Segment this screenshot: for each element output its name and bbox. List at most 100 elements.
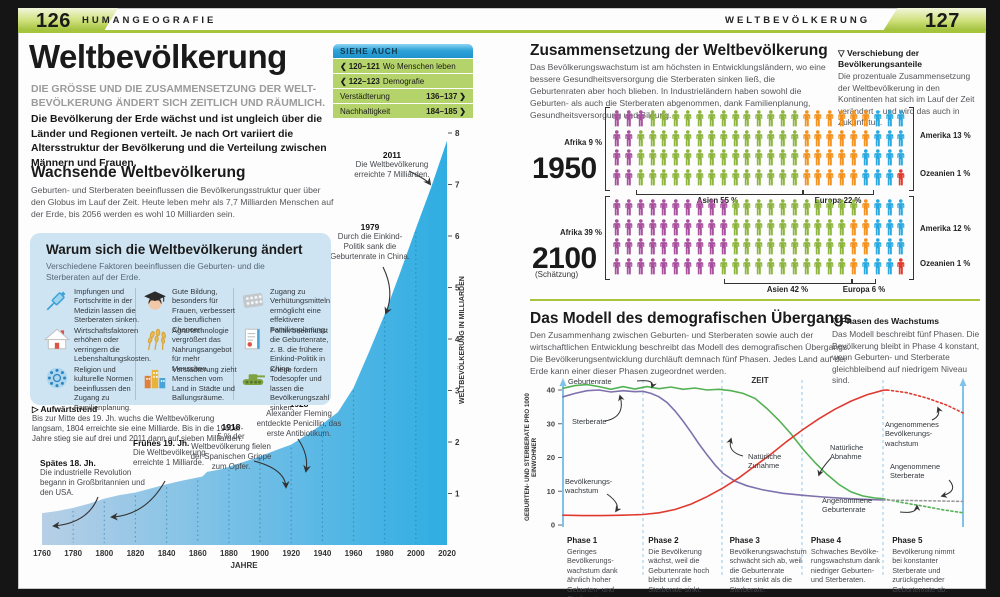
- why-factor-text: Kriege fordern Todesopfer und lassen die…: [270, 365, 330, 412]
- svg-text:7: 7: [455, 180, 460, 189]
- triangle-down-marker-icon: ▽: [832, 316, 839, 326]
- person-icon-asien: [742, 110, 752, 127]
- person-icon-afrika: [683, 199, 693, 216]
- person-icon-europa: [849, 149, 859, 166]
- war-icon: [240, 365, 266, 391]
- label-sterberate: Sterberate: [572, 417, 607, 426]
- person-icon-asien: [707, 149, 717, 166]
- svg-text:8: 8: [455, 129, 460, 138]
- person-icon-europa: [813, 129, 823, 147]
- why-factor-item: Politik beeinflusst die Geburtenrate, z.…: [240, 326, 336, 373]
- person-icon-afrika: [659, 218, 669, 236]
- person-icon-asien: [766, 129, 776, 147]
- person-icon-afrika: [683, 258, 693, 275]
- person-icon-asien: [695, 129, 705, 147]
- person-icon-asien: [719, 129, 729, 147]
- person-icon-europa: [813, 169, 823, 186]
- person-icon-afrika: [719, 238, 729, 255]
- person-icon-amerika: [861, 169, 871, 186]
- urbanization-icon: [142, 365, 168, 391]
- person-icon-europa: [861, 129, 871, 147]
- person-icon-asien: [636, 149, 646, 166]
- person-icon-afrika: [695, 199, 705, 216]
- annotation-uptrend-body: Bis zur Mitte des 19. Jh. wuchs die Welt…: [32, 414, 244, 444]
- person-icon-europa: [825, 110, 835, 127]
- person-icon-afrika: [659, 199, 669, 216]
- person-icon-amerika: [873, 149, 883, 166]
- person-icon-asien: [754, 218, 764, 236]
- person-icon-asien: [742, 218, 752, 236]
- person-icon-asien: [802, 238, 812, 255]
- page-number-tab-left: [18, 8, 118, 31]
- annotation-early-19th: Frühes 19. Jh. Die Weltbevölkerung errei…: [133, 438, 206, 468]
- person-icon-amerika: [896, 218, 906, 236]
- person-icon-afrika: [659, 258, 669, 275]
- person-icon-afrika: [624, 199, 634, 216]
- label-amerika-2100: Amerika 12 %: [920, 224, 971, 233]
- why-factor-item: Religion und kulturelle Normen beeinflus…: [44, 365, 140, 412]
- person-icon-afrika: [612, 149, 622, 166]
- why-factor-text: Impfungen und Fortschritte in der Medizi…: [74, 287, 140, 325]
- person-icon-asien: [778, 149, 788, 166]
- person-icon-europa: [837, 129, 847, 147]
- section-rule: [530, 299, 980, 301]
- phase-body: Bevölkerungswachstum schwächt sich ab, w…: [729, 547, 807, 594]
- annotation-1979: 1979 Durch die Einkind-Politik sank die …: [330, 222, 410, 262]
- person-icon-afrika: [624, 110, 634, 127]
- why-factor-text: Verstädterung zieht Menschen vom Land in…: [172, 365, 237, 403]
- person-icon-asien: [790, 218, 800, 236]
- bracket: [605, 107, 610, 191]
- person-icon-europa: [813, 149, 823, 166]
- svg-text:1980: 1980: [376, 549, 394, 558]
- person-icon-asien: [813, 258, 823, 275]
- person-icon-amerika: [896, 129, 906, 147]
- person-icon-asien: [695, 110, 705, 127]
- person-icon-asien: [648, 129, 658, 147]
- person-icon-asien: [731, 218, 741, 236]
- label-angenommene-geburtenrate: Angenommene Geburtenrate: [822, 496, 873, 515]
- person-icon-asien: [802, 218, 812, 236]
- person-icon-asien: [683, 110, 693, 127]
- person-icon-afrika: [612, 199, 622, 216]
- person-icon-amerika: [873, 238, 883, 255]
- label-europa-2100: Europa 6 %: [842, 285, 886, 294]
- person-icon-asien: [778, 218, 788, 236]
- person-icon-asien: [766, 218, 776, 236]
- why-box-divider: [233, 288, 234, 400]
- person-icon-asien: [731, 110, 741, 127]
- label-europa-1950: Europa 22 %: [814, 196, 862, 205]
- composition-heading: Zusammensetzung der Weltbevölkerung: [530, 42, 828, 59]
- pictogram-year-2100: 2100: [532, 242, 597, 275]
- person-icon-asien: [825, 199, 835, 216]
- person-icon-asien: [778, 169, 788, 186]
- person-icon-asien: [802, 199, 812, 216]
- svg-text:2: 2: [455, 438, 460, 447]
- person-icon-europa: [849, 129, 859, 147]
- person-icon-europa: [837, 110, 847, 127]
- why-factor-text: Agrartechnologie vergrößert das Nahrungs…: [172, 326, 232, 373]
- label-natuerliche-zunahme: Natürliche Zunahme: [748, 452, 782, 471]
- running-head-left: HUMANGEOGRAFIE: [82, 15, 217, 26]
- person-icon-afrika: [671, 238, 681, 255]
- model-body: Den Zusammenhang zwischen Geburten- und …: [530, 330, 850, 377]
- phase-body: Geringes Bevölkerungs- wachstum dank ähn…: [567, 547, 618, 597]
- person-icon-asien: [659, 149, 669, 166]
- person-icon-asien: [849, 199, 859, 216]
- phase-body: Die Bevölkerung wächst, weil die Geburte…: [648, 547, 710, 594]
- phase-body: Bevölkerung nimmt bei konstanter Sterber…: [892, 547, 955, 594]
- svg-text:40: 40: [547, 386, 555, 395]
- annotation-late-18th: Spätes 18. Jh. Die industrielle Revoluti…: [40, 458, 145, 498]
- person-icon-afrika: [648, 258, 658, 275]
- triangle-down-marker-icon: ▽: [838, 48, 845, 58]
- page-subtitle-line2: BEVÖLKERUNG ÄNDERT SICH ZEITLICH UND RÄU…: [31, 97, 325, 110]
- person-icon-amerika: [896, 199, 906, 216]
- person-icon-asien: [813, 238, 823, 255]
- why-factor-text: Gute Bildung, besonders für Frauen, verb…: [172, 287, 235, 334]
- why-factor-text: Politik beeinflusst die Geburtenrate, z.…: [270, 326, 329, 373]
- person-icon-europa: [849, 110, 859, 127]
- person-icon-afrika: [612, 238, 622, 255]
- svg-text:0: 0: [551, 521, 555, 530]
- model-note: ▽ Phasen des Wachstums Das Modell beschr…: [832, 316, 984, 387]
- person-icon-afrika: [648, 238, 658, 255]
- see-also-box: SIEHE AUCH ❮ 120–121 Wo Menschen leben ❮ 122…: [333, 44, 473, 118]
